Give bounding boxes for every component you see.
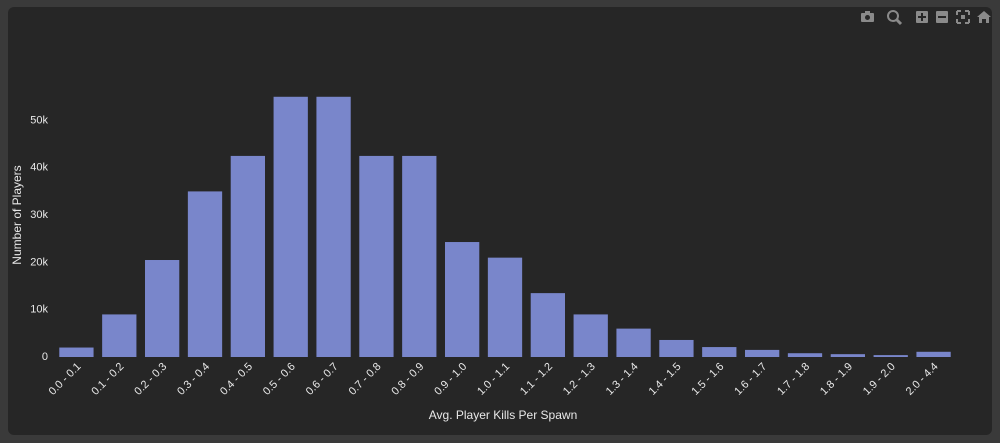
x-axis-title: Avg. Player Kills Per Spawn <box>429 408 578 422</box>
bar <box>830 354 865 357</box>
camera-button[interactable] <box>861 11 874 22</box>
bar <box>445 242 480 357</box>
reset-button[interactable] <box>977 11 991 23</box>
y-tick-label: 10k <box>30 304 48 316</box>
bar <box>487 257 523 357</box>
zoom-button[interactable] <box>887 10 903 26</box>
bar <box>359 155 394 357</box>
bar <box>616 328 651 357</box>
y-axis-title: Number of Players <box>10 165 24 264</box>
bar <box>659 339 694 357</box>
bar <box>530 293 565 357</box>
bar <box>187 191 223 357</box>
bar <box>230 155 265 357</box>
zoom-out-button[interactable] <box>936 11 948 23</box>
bar <box>145 260 180 357</box>
bar <box>102 314 137 357</box>
y-tick-label: 40k <box>30 162 48 174</box>
zoom-in-button[interactable] <box>916 11 928 23</box>
y-tick-label: 0 <box>42 351 48 363</box>
bar <box>573 314 608 357</box>
y-tick-label: 20k <box>30 256 48 268</box>
modebar <box>861 10 991 26</box>
autoscale-button[interactable] <box>956 10 970 24</box>
bar <box>873 355 908 357</box>
bar <box>273 96 308 357</box>
bar <box>59 347 94 357</box>
bar <box>787 353 823 357</box>
y-tick-label: 30k <box>30 209 48 221</box>
bar <box>316 96 351 357</box>
y-tick-label: 50k <box>30 114 48 126</box>
bar <box>402 155 437 357</box>
bar <box>745 349 780 357</box>
bar <box>916 351 951 357</box>
bar <box>702 347 737 357</box>
